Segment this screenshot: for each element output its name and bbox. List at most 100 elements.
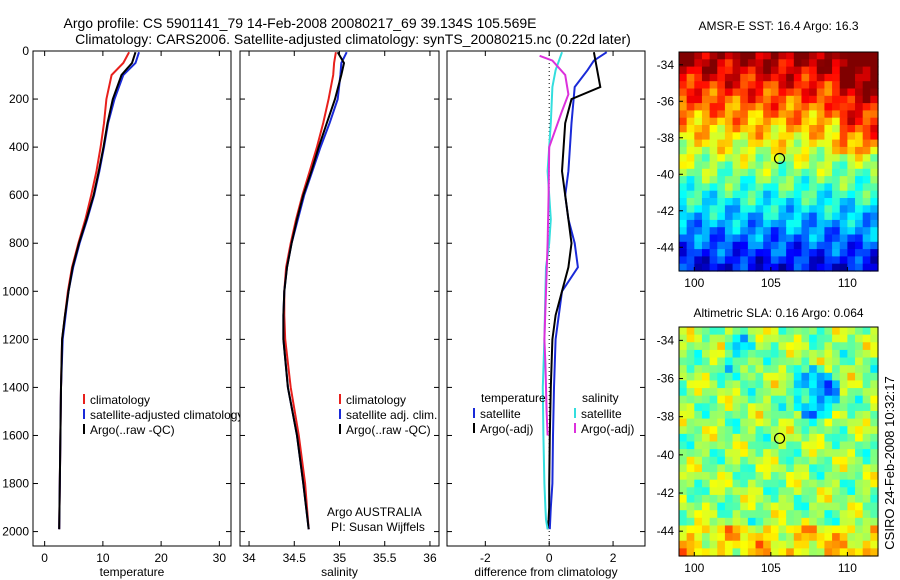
heatmap-cell — [763, 117, 772, 126]
heatmap-cell — [732, 449, 741, 458]
heatmap-cell — [839, 110, 848, 119]
heatmap-cell — [847, 81, 856, 90]
heatmap-cell — [686, 433, 695, 443]
heatmap-cell — [732, 441, 741, 450]
heatmap-cell — [694, 183, 703, 192]
heatmap-cell — [801, 548, 810, 557]
heatmap-cell — [862, 205, 871, 214]
heatmap-cell — [732, 110, 741, 119]
heatmap-cell — [717, 139, 726, 148]
heatmap-cell — [862, 426, 871, 435]
heatmap-cell — [832, 349, 841, 359]
heatmap-cell — [694, 212, 703, 221]
heatmap-cell — [786, 88, 795, 97]
heatmap-cell — [763, 234, 772, 243]
heatmap-cell — [778, 502, 787, 511]
heatmap-cell — [832, 154, 841, 163]
heatmap-cell — [709, 380, 718, 389]
heatmap-cell — [824, 433, 833, 443]
heatmap-cell — [862, 403, 871, 412]
heatmap-cell — [786, 395, 795, 404]
heatmap-cell — [832, 342, 841, 351]
heatmap-cell — [870, 132, 879, 141]
heatmap-cell — [694, 510, 703, 519]
heatmap-cell — [786, 154, 795, 163]
heatmap-cell — [870, 487, 879, 496]
heatmap-cell — [763, 395, 772, 404]
heatmap-cell — [686, 249, 695, 257]
heatmap-cell — [747, 342, 757, 351]
heatmap-cell — [740, 139, 749, 148]
heatmap-cell — [824, 52, 833, 60]
heatmap-cell — [747, 117, 757, 126]
heatmap-cell — [778, 198, 787, 206]
heatmap-cell — [824, 372, 833, 382]
heatmap-cell — [839, 479, 848, 488]
heatmap-cell — [847, 110, 856, 119]
heatmap-cell — [701, 342, 711, 351]
heatmap-cell — [732, 403, 741, 412]
heatmap-cell — [824, 380, 833, 389]
heatmap-cell — [801, 59, 810, 68]
heatmap-cell — [740, 95, 749, 104]
heatmap-cell — [824, 256, 833, 265]
difference-xlabel: difference from climatology — [474, 565, 617, 579]
heatmap-cell — [724, 403, 734, 412]
heatmap-cell — [778, 433, 787, 443]
heatmap-cell — [778, 540, 787, 549]
heatmap-cell — [701, 433, 711, 443]
heatmap-cell — [801, 441, 810, 450]
heatmap-cell — [679, 380, 688, 389]
heatmap-cell — [709, 349, 718, 359]
heatmap-cell — [786, 418, 795, 427]
heatmap-cell — [839, 168, 848, 177]
heatmap-cell — [809, 357, 818, 366]
heatmap-cell — [694, 117, 703, 126]
heatmap-cell — [801, 479, 810, 488]
heatmap-cell — [816, 372, 826, 382]
heatmap-cell — [870, 81, 879, 90]
heatmap-cell — [816, 472, 826, 481]
heatmap-cell — [801, 256, 810, 265]
heatmap-cell — [801, 433, 810, 443]
heatmap-cell — [740, 59, 749, 68]
heatmap-cell — [770, 388, 780, 397]
heatmap-cell — [862, 517, 871, 527]
heatmap-cell — [755, 403, 764, 412]
heatmap-cell — [679, 494, 688, 504]
heatmap-cell — [679, 190, 688, 199]
heatmap-cell — [824, 234, 833, 243]
heatmap-cell — [740, 110, 749, 119]
heatmap-cell — [801, 103, 810, 111]
heatmap-cell — [809, 249, 818, 257]
heatmap-cell — [839, 487, 848, 496]
heatmap-cell — [732, 263, 741, 272]
heatmap-cell — [839, 464, 848, 473]
heatmap-cell — [770, 342, 780, 351]
heatmap-cell — [701, 183, 711, 192]
heatmap-cell — [709, 198, 718, 206]
heatmap-cell — [793, 88, 803, 97]
heatmap-cell — [824, 479, 833, 488]
heatmap-cell — [870, 334, 879, 343]
heatmap-cell — [824, 334, 833, 343]
heatmap-cell — [778, 161, 787, 170]
heatmap-cell — [679, 205, 688, 214]
heatmap-cell — [763, 372, 772, 382]
heatmap-cell — [870, 410, 879, 420]
heatmap-cell — [832, 234, 841, 243]
heatmap-cell — [694, 540, 703, 549]
heatmap-cell — [763, 540, 772, 549]
heatmap-cell — [855, 464, 864, 473]
heatmap-cell — [778, 205, 787, 214]
heatmap-cell — [862, 464, 871, 473]
heatmap-cell — [717, 410, 726, 420]
heatmap-cell — [747, 349, 757, 359]
heatmap-cell — [847, 388, 856, 397]
heatmap-cell — [839, 510, 848, 519]
heatmap-cell — [847, 241, 856, 250]
heatmap-cell — [763, 81, 772, 90]
heatmap-cell — [862, 234, 871, 243]
heatmap-cell — [778, 342, 787, 351]
